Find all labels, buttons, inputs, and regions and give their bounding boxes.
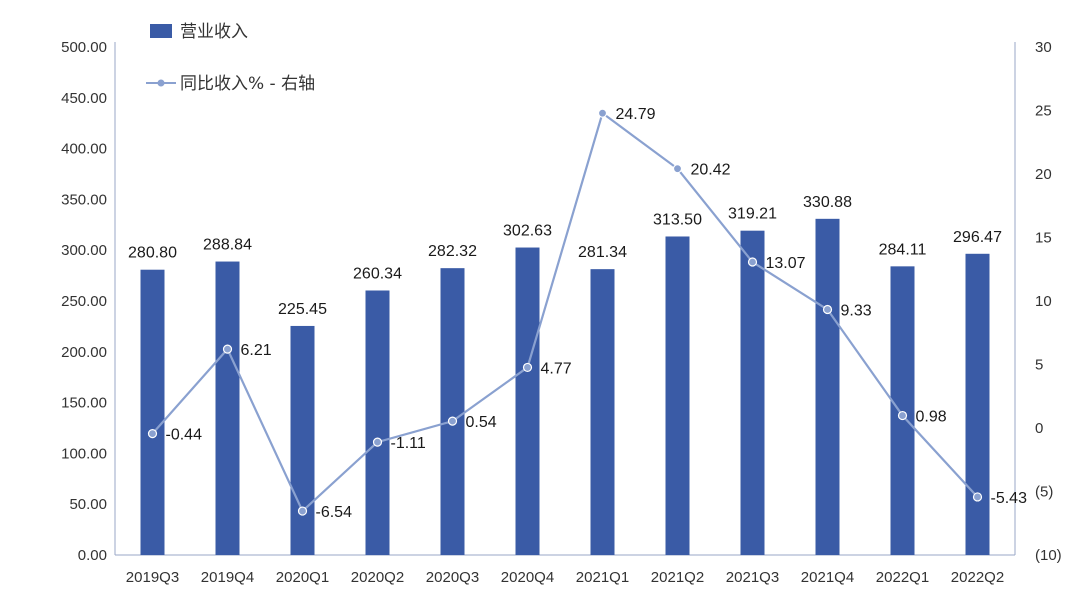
bar-value-label: 281.34	[578, 244, 627, 261]
line-point	[747, 257, 758, 267]
x-tick-label: 2020Q3	[426, 569, 479, 586]
line-value-label: 6.21	[241, 342, 272, 359]
line-point	[597, 108, 608, 118]
x-tick-label: 2021Q2	[651, 569, 704, 586]
bar-value-label: 284.11	[879, 241, 927, 258]
line-value-label: 9.33	[841, 303, 872, 320]
legend-swatch-bar	[150, 24, 172, 38]
line-value-label: 0.98	[916, 409, 947, 426]
y-left-tick-label: 50.00	[69, 496, 107, 513]
line-value-label: 24.79	[616, 106, 656, 123]
bar	[215, 261, 240, 555]
y-right-tick-label: 10	[1035, 293, 1052, 310]
x-tick-label: 2020Q4	[501, 569, 554, 586]
bar-value-label: 280.80	[128, 245, 177, 262]
line-value-label: -1.11	[391, 435, 426, 452]
x-tick-label: 2020Q1	[276, 569, 329, 586]
bar-value-label: 330.88	[803, 194, 852, 211]
bar	[140, 269, 165, 555]
bar-value-label: 302.63	[503, 223, 552, 240]
bar	[515, 247, 540, 555]
y-left-tick-label: 300.00	[61, 242, 107, 259]
line-value-label: -0.44	[166, 427, 203, 444]
line-value-label: 13.07	[766, 255, 806, 272]
x-tick-label: 2019Q3	[126, 569, 179, 586]
y-left-tick-label: 450.00	[61, 90, 107, 107]
y-right-tick-label: (10)	[1035, 547, 1062, 564]
bar	[590, 269, 615, 555]
x-tick-label: 2022Q1	[876, 569, 929, 586]
bar-value-label: 313.50	[653, 211, 702, 228]
line-point	[897, 410, 908, 421]
line-point	[672, 164, 683, 174]
legend-label-line: 同比收入% - 右轴	[180, 74, 315, 94]
bar	[365, 290, 390, 555]
y-right-tick-label: 25	[1035, 103, 1052, 120]
y-left-tick-label: 150.00	[61, 395, 107, 412]
line-point	[297, 506, 308, 516]
bar	[890, 266, 915, 555]
line-point	[447, 416, 458, 426]
line-value-label: 4.77	[541, 360, 572, 377]
bar	[815, 218, 840, 555]
y-right-tick-label: 15	[1035, 230, 1052, 247]
bar	[965, 253, 990, 555]
line-value-label: -5.43	[991, 490, 1028, 507]
y-left-tick-label: 200.00	[61, 344, 107, 361]
line-value-label: 20.42	[691, 162, 731, 179]
bar-value-label: 260.34	[353, 265, 402, 282]
y-right-tick-label: (5)	[1035, 484, 1053, 501]
y-right-tick-label: 0	[1035, 420, 1043, 437]
bar	[665, 236, 690, 555]
yoy-line	[151, 111, 979, 513]
bar-value-label: 282.32	[428, 243, 477, 260]
y-right-tick-label: 20	[1035, 166, 1052, 183]
y-left-tick-label: 400.00	[61, 141, 107, 158]
line-point	[522, 362, 533, 373]
line-series	[147, 108, 983, 516]
bar	[740, 230, 765, 556]
data-labels: 280.80 288.84 225.45 260.34 282.32 302.63 281.…	[128, 106, 1027, 521]
x-tick-label: 2020Q2	[351, 569, 404, 586]
bar-value-label: 225.45	[278, 301, 327, 318]
x-tick-label: 2021Q4	[801, 569, 854, 586]
legend-swatch-point	[157, 79, 165, 87]
y-right-tick-label: 5	[1035, 357, 1043, 374]
bar-value-label: 296.47	[953, 229, 1002, 246]
x-tick-label: 2021Q1	[576, 569, 629, 586]
x-tick-label: 2022Q2	[951, 569, 1004, 586]
y-left-tick-label: 250.00	[61, 293, 107, 310]
bar-series	[140, 218, 990, 556]
bar	[290, 325, 315, 555]
y-left-tick-label: 100.00	[61, 445, 107, 462]
y-right-tick-label: 30	[1035, 39, 1052, 56]
x-tick-label: 2019Q4	[201, 569, 254, 586]
line-point	[147, 428, 158, 439]
line-point	[222, 344, 233, 354]
line-point	[372, 437, 383, 447]
line-point	[972, 492, 983, 502]
line-value-label: 0.54	[466, 414, 497, 431]
y-left-tick-label: 500.00	[61, 39, 107, 56]
bar	[440, 268, 465, 555]
x-tick-label: 2021Q3	[726, 569, 779, 586]
bar-value-label: 319.21	[728, 206, 777, 223]
bar-value-label: 288.84	[203, 237, 252, 254]
legend-label-bar: 营业收入	[180, 22, 248, 42]
y-left-tick-label: 0.00	[78, 547, 107, 564]
line-value-label: -6.54	[316, 504, 353, 521]
axes: 0.00 50.00 100.00 150.00 200.00 250.00 300.00 3…	[61, 39, 1062, 586]
line-point	[822, 304, 833, 315]
y-left-tick-label: 350.00	[61, 191, 107, 208]
